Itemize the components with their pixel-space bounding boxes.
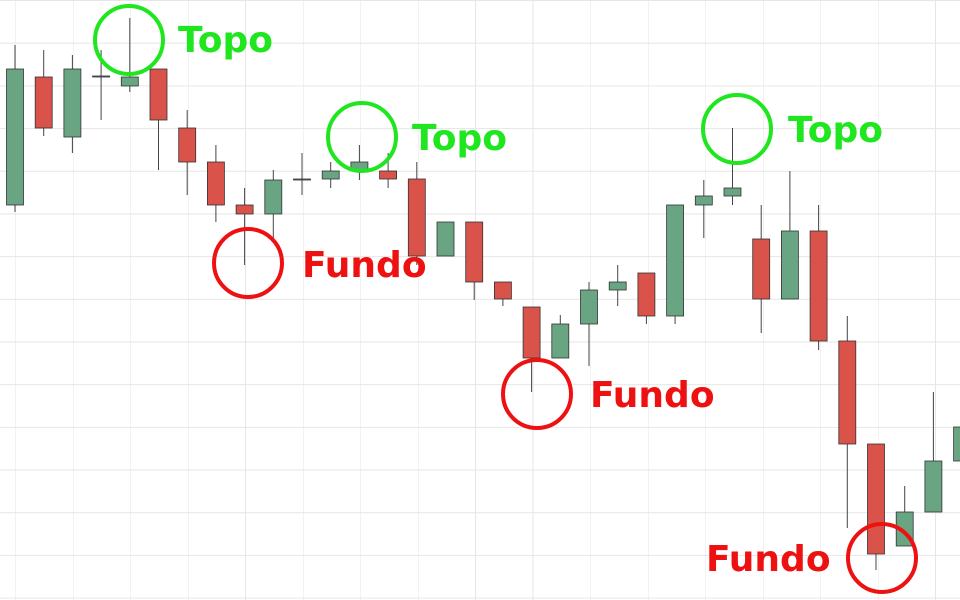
candle-body [781,230,799,300]
annotation-circle [212,227,284,299]
candle-body [92,75,110,78]
annotation-label: Fundo [706,539,831,580]
candle-body [235,204,254,215]
annotation-circle [846,522,918,594]
candle-body [206,161,225,206]
candle-body [551,323,570,359]
annotation-label: Topo [788,110,883,151]
candle-body [867,443,885,555]
candle-body [694,195,713,206]
candle-body [293,178,311,181]
candle-body [924,460,943,513]
candle-body [379,170,398,180]
annotation-circle [501,358,573,430]
candle-body [6,68,24,206]
candle-body [465,221,484,283]
annotation-label: Topo [178,20,273,61]
candle-body [407,178,426,257]
annotation-circle [93,4,165,76]
candle-body [120,76,139,87]
candle-body [723,187,742,197]
candle-body [63,68,82,138]
candle-body [436,221,455,257]
annotation-circle [701,93,773,165]
candle-body [321,170,340,180]
candle-body [666,204,684,317]
candle-body [809,230,828,342]
candle-body [752,238,771,300]
candle-body [580,289,598,325]
candle-body [264,179,283,215]
annotation-label: Fundo [302,245,427,286]
candle-body [838,340,857,445]
annotation-label: Topo [412,118,507,159]
candle-body [637,272,656,317]
candle-body [34,76,53,129]
candle-body [522,306,541,359]
candle-body [493,281,512,300]
annotation-circle [326,101,398,173]
candle-body [149,68,168,121]
candle-body [178,127,197,163]
annotation-label: Fundo [590,375,715,416]
candle-body [953,426,960,462]
candle-body [608,281,627,291]
